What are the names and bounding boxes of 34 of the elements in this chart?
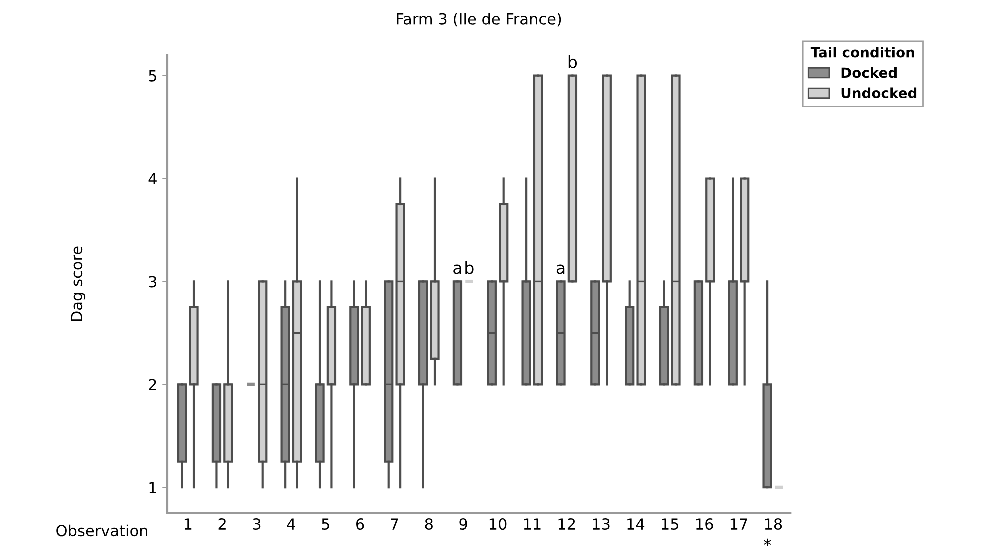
- legend-title: Tail condition: [810, 47, 914, 58]
- x-tick-label: 14: [628, 518, 645, 530]
- annotation: a: [556, 264, 565, 274]
- y-tick-label: 2: [149, 379, 156, 390]
- legend-label: Docked: [842, 67, 897, 78]
- x-tick-label: 1: [184, 518, 192, 530]
- x-tick-label: 4: [287, 518, 296, 530]
- y-tick-label: 3: [149, 276, 157, 288]
- x-tick-label: 12: [558, 518, 576, 530]
- x-tick-label: 18: [765, 518, 782, 530]
- x-tick-label: 17: [730, 518, 748, 530]
- x-tick-label: 16: [696, 518, 714, 530]
- chart-title: Farm 3 (Ile de France): [397, 13, 562, 27]
- x-tick-label: 9: [460, 518, 468, 530]
- y-axis-title: Dag score: [71, 246, 86, 322]
- x-tick-label: 2: [218, 518, 226, 530]
- x-tick-label: 5: [322, 518, 330, 530]
- x-tick-label: 15: [662, 518, 679, 530]
- x-tick-label: 3: [253, 518, 261, 530]
- x-tick-label: 6: [356, 518, 364, 530]
- y-tick-label: 4: [148, 173, 157, 185]
- x-tick-label: 13: [593, 518, 610, 530]
- y-tick-label: 5: [149, 70, 156, 82]
- annotation: b: [466, 261, 474, 274]
- x-tick-label: 7: [391, 518, 398, 530]
- x-axis-title: Observation: [56, 524, 148, 537]
- x-tick-label: 8: [425, 518, 433, 530]
- legend-label: Undocked: [842, 88, 917, 99]
- x-tick-label: 10: [490, 518, 507, 530]
- y-tick-label: 1: [150, 482, 156, 494]
- annotation: a: [454, 264, 462, 274]
- x-tick-label: 11: [524, 518, 541, 530]
- text: *: [764, 538, 772, 546]
- annotation: b: [568, 55, 578, 68]
